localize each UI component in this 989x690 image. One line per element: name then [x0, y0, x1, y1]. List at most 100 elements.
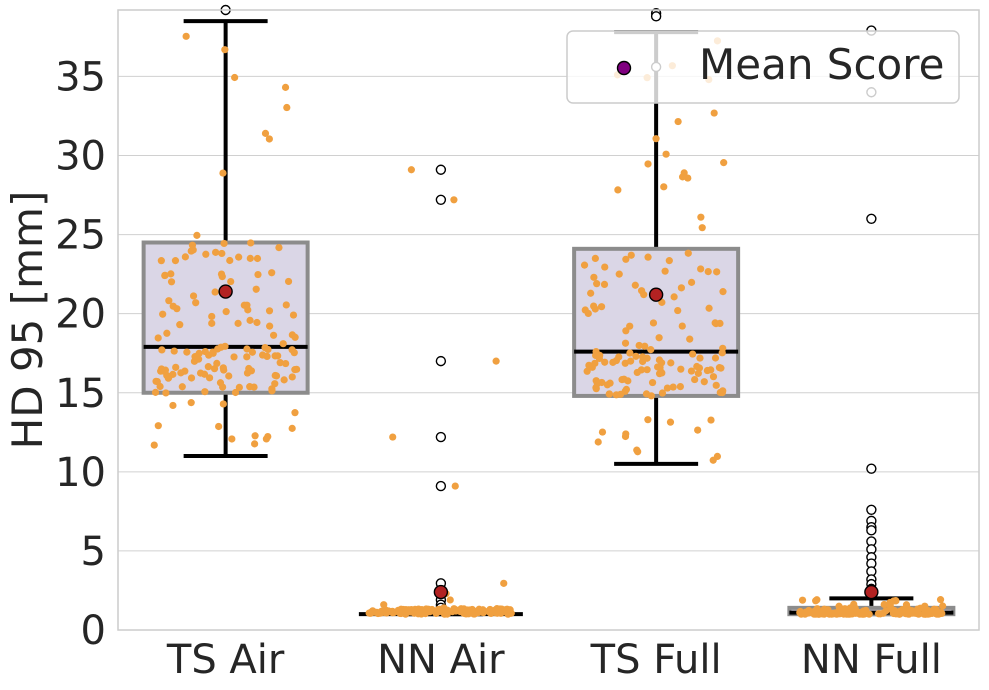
strip-point — [187, 399, 195, 407]
strip-point — [154, 422, 162, 430]
strip-point — [587, 289, 595, 297]
strip-point — [152, 377, 160, 385]
strip-point — [222, 308, 230, 316]
strip-point — [219, 383, 227, 391]
strip-point — [262, 435, 270, 443]
mean-marker — [218, 284, 233, 299]
strip-point — [640, 291, 648, 299]
outlier-point — [866, 213, 877, 224]
strip-point — [288, 346, 296, 354]
strip-point — [643, 366, 651, 374]
strip-point — [259, 351, 267, 359]
strip-point — [271, 380, 279, 388]
strip-point — [172, 363, 180, 371]
strip-point — [716, 388, 724, 397]
y-tick-label: 5 — [81, 529, 106, 575]
strip-point — [670, 293, 678, 301]
strip-point — [205, 374, 214, 382]
strip-point — [929, 609, 937, 617]
strip-point — [633, 368, 641, 377]
strip-point — [247, 367, 256, 375]
strip-point — [719, 288, 727, 296]
strip-point — [622, 430, 630, 438]
strip-point — [221, 46, 229, 54]
strip-point — [266, 322, 274, 330]
strip-point — [248, 348, 257, 356]
strip-point — [583, 367, 591, 375]
strip-point — [686, 335, 694, 343]
strip-point — [632, 352, 640, 360]
jittered-points — [150, 32, 947, 618]
strip-point — [804, 609, 812, 617]
strip-point — [189, 292, 198, 300]
strip-point — [167, 278, 176, 286]
mean-markers — [218, 284, 879, 600]
strip-point — [666, 418, 675, 426]
strip-point — [410, 609, 418, 617]
strip-point — [226, 256, 234, 265]
strip-point — [669, 383, 677, 391]
strip-point — [244, 306, 252, 314]
strip-point — [177, 369, 185, 377]
strip-point — [592, 377, 600, 385]
strip-point — [591, 254, 599, 262]
strip-point — [658, 389, 667, 397]
y-tick-label: 15 — [55, 371, 106, 417]
strip-point — [150, 441, 158, 449]
strip-point — [641, 342, 649, 350]
strip-point — [450, 196, 458, 204]
strip-point — [159, 310, 167, 318]
strip-point — [657, 368, 665, 376]
strip-point — [606, 379, 614, 387]
strip-point — [655, 356, 664, 364]
x-tick-label: NN Full — [801, 637, 942, 683]
legend-frame — [566, 30, 960, 104]
strip-point — [163, 329, 171, 337]
strip-point — [934, 609, 943, 617]
plot-frame — [117, 9, 980, 631]
strip-point — [159, 367, 168, 375]
strip-point — [504, 609, 513, 617]
outlier-point — [866, 463, 877, 474]
strip-point — [678, 173, 687, 181]
outlier-point — [650, 11, 662, 22]
mean-marker — [648, 287, 664, 302]
strip-point — [851, 604, 859, 612]
strip-point — [709, 373, 718, 381]
strip-point — [678, 322, 686, 330]
strip-point — [276, 359, 284, 367]
strip-point — [655, 334, 663, 342]
strip-point — [936, 596, 945, 604]
legend: Mean Score — [566, 30, 960, 104]
strip-point — [178, 383, 186, 391]
axes: 0 5 10 15 20 25 30 35 TS Air NN Air TS Full NN Full — [55, 9, 980, 683]
strip-point — [381, 608, 389, 616]
strip-point — [231, 73, 239, 82]
strip-point — [627, 251, 635, 259]
strip-point — [228, 435, 236, 443]
strip-point — [253, 318, 261, 327]
strip-point — [269, 331, 278, 339]
strip-point — [695, 364, 704, 372]
strip-point — [215, 422, 223, 431]
strip-point — [162, 389, 170, 397]
outlier-point — [435, 164, 447, 175]
strip-point — [204, 363, 212, 371]
strip-point — [220, 366, 228, 374]
strip-point — [626, 322, 634, 330]
strip-point — [609, 358, 617, 366]
strip-point — [235, 253, 243, 261]
strip-point — [824, 606, 832, 614]
strip-point — [500, 579, 508, 587]
y-tick-label: 30 — [55, 134, 106, 180]
strip-point — [282, 301, 290, 309]
strip-point — [592, 383, 600, 392]
strip-point — [243, 345, 251, 353]
strip-point — [211, 288, 219, 296]
strip-point — [597, 303, 606, 311]
strip-point — [208, 319, 216, 327]
strip-point — [649, 319, 658, 327]
strip-point — [261, 344, 269, 352]
strip-point — [158, 346, 166, 354]
